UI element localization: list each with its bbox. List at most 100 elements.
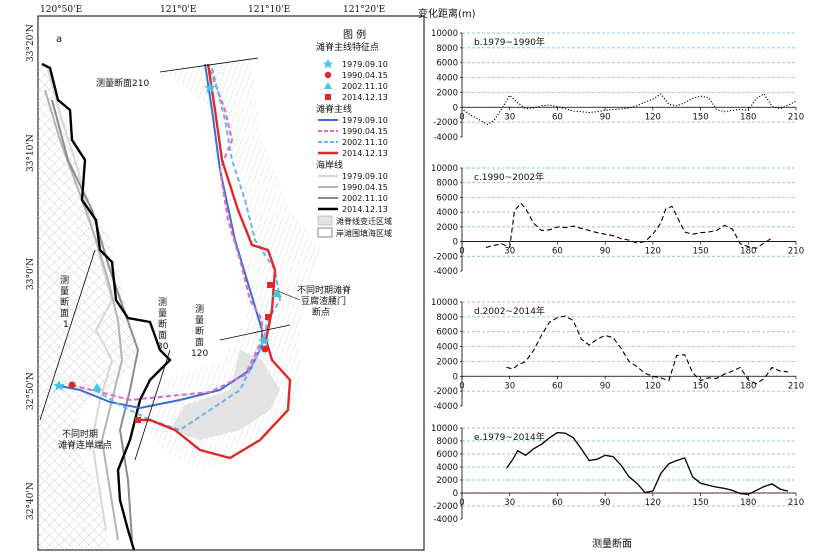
xtick-label-3-3: 90 (600, 381, 611, 391)
xtick-label-3-1: 30 (504, 381, 515, 391)
map-legend: 图 例 滩脊主线特征点 1979.09.10 1990.04.15 2002.1… (316, 28, 392, 238)
xtick-label-2-4: 120 (645, 247, 661, 257)
annot-section30: 测 量 断 面 30 (157, 297, 169, 352)
annot-section120-c1: 量 (195, 315, 204, 326)
shoreline-1990 (44, 89, 124, 541)
annot-section1-c1: 量 (60, 286, 69, 297)
feature-circle-1990-b (261, 345, 269, 353)
annot-shore-points: 不同时期 滩脊连岸端点 (58, 428, 112, 451)
xtick-label-1-4: 120 (645, 112, 661, 122)
map-panel-label: a (56, 34, 62, 45)
xtick-label-3-5: 150 (692, 381, 708, 391)
xtick-label-4-1: 30 (504, 498, 515, 508)
xtick-label-4-2: 60 (552, 498, 563, 508)
annot-section120-c3: 面 (195, 337, 204, 348)
ytick-label-1-6: 8000 (436, 44, 458, 54)
legend-shore-1: 1979.09.10 (342, 172, 388, 181)
legend-reclaim-swatch (317, 227, 333, 238)
legend-ridge-2: 1990.04.15 (342, 127, 388, 136)
annot-section120: 测 量 断 面 120 (191, 304, 208, 359)
coord-left-4: 32°50'N (26, 372, 36, 410)
legend-feature-3: 2002.11.10 (342, 82, 388, 91)
ytick-label-3-3: 2000 (436, 357, 458, 367)
series-line-4 (505, 431, 789, 495)
series-line-1 (463, 93, 797, 126)
ytick-label-1-3: 2000 (436, 88, 458, 98)
legend-star-icon (323, 59, 333, 69)
section-1-line (39, 249, 96, 421)
xtick-label-4-7: 210 (788, 498, 804, 508)
annot-section30-c0: 测 (158, 297, 167, 308)
feature-star-1979-a (53, 380, 65, 391)
xtick-label-4-5: 150 (692, 498, 708, 508)
annot-section1-c3: 面 (60, 308, 69, 319)
ytick-label-2-3: 2000 (436, 223, 458, 233)
coord-top-4: 121°20'E (343, 5, 385, 15)
coord-left-1: 33°20'N (26, 24, 36, 62)
series-line-3 (506, 315, 789, 385)
annot-section1: 测 量 断 面 1 (60, 275, 69, 330)
breakpoint-leader (274, 289, 301, 301)
annot-section1-c0: 测 (60, 275, 69, 286)
xtick-label-1-7: 210 (788, 112, 804, 122)
xtick-label-4-4: 120 (645, 498, 661, 508)
shoreline-2014 (41, 62, 172, 550)
xtick-label-3-6: 180 (740, 381, 756, 391)
xtick-label-2-6: 180 (740, 247, 756, 257)
xtick-label-3-2: 60 (552, 381, 563, 391)
reclamation-area (38, 60, 140, 550)
xtick-label-1-0: 0 (459, 112, 464, 122)
annot-section210: 测量断面210 (96, 77, 149, 89)
ytick-label-2-4: 4000 (436, 208, 458, 218)
xtick-label-4-6: 180 (740, 498, 756, 508)
panel-title-3: d.2002~2014年 (474, 305, 545, 317)
ytick-label-3-7: 10000 (431, 298, 458, 308)
coord-left-5: 32°40'N (26, 482, 36, 520)
coord-top-3: 121°10'E (248, 5, 290, 15)
ytick-label-4-3: 2000 (436, 476, 458, 486)
section-120-line (219, 324, 291, 341)
shoreline-1979 (47, 69, 114, 531)
ytick-label-4-6: 8000 (436, 437, 458, 447)
xtick-label-2-0: 0 (459, 247, 464, 257)
coord-top-1: 120°50'E (40, 5, 82, 15)
feature-square-2014-c (265, 314, 271, 320)
annot-breakpoints-l2: 断点 (312, 306, 330, 318)
charts: -4000 -2000 0 2000 4000 6000 8000 10000 0 30 60 90 1… (431, 29, 804, 525)
legend-ridge-4: 2014.12.13 (342, 149, 388, 158)
ytick-label-2-6: 8000 (436, 179, 458, 189)
legend-feature-2: 1990.04.15 (342, 71, 388, 80)
feature-star-1979-b (258, 335, 270, 346)
chart-xlabel: 测量断面 (592, 537, 632, 550)
ytick-label-1-5: 6000 (436, 59, 458, 69)
xtick-label-2-2: 60 (552, 247, 563, 257)
legend-title: 图 例 (343, 28, 366, 41)
panel-title-1: b.1979~1990年 (474, 36, 545, 48)
legend-triangle-icon (324, 82, 332, 89)
ytick-label-4-1: -2000 (433, 502, 458, 512)
chart-ylabel: 变化距离(m) (418, 7, 476, 20)
ytick-label-2-7: 10000 (431, 164, 458, 174)
section-30-line (134, 349, 171, 461)
xtick-label-1-5: 150 (692, 112, 708, 122)
ytick-label-2-5: 6000 (436, 193, 458, 203)
annot-section30-c2: 断 (158, 318, 167, 330)
annot-section120-c4: 120 (191, 349, 208, 359)
annot-section120-c0: 测 (195, 304, 204, 315)
xtick-label-3-4: 120 (645, 381, 661, 391)
annot-section120-c2: 断 (195, 325, 204, 337)
xtick-label-4-3: 90 (600, 498, 611, 508)
xtick-label-1-3: 90 (600, 112, 611, 122)
tidal-flat-area (140, 58, 320, 470)
legend-shore-header: 海岸线 (316, 159, 343, 171)
feature-square-2014-b (267, 282, 273, 288)
ytick-label-3-0: -4000 (433, 402, 458, 412)
annot-section30-c1: 量 (158, 308, 167, 319)
series-line-2 (485, 202, 773, 249)
annot-breakpoints-l1: 豆腐渣腰门 (301, 295, 346, 307)
coord-left-2: 33°10'N (26, 134, 36, 172)
